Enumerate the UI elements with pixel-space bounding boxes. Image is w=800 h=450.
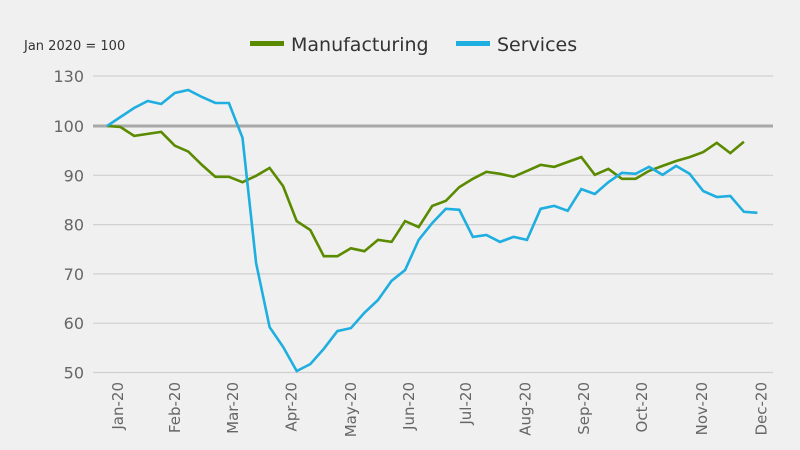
legend: Manufacturing Services bbox=[250, 34, 577, 56]
x-tick-label: Jun-20 bbox=[400, 382, 418, 431]
x-tick-label: Oct-20 bbox=[633, 382, 651, 432]
x-tick-label: Jan-20 bbox=[109, 382, 127, 431]
y-tick-label: 100 bbox=[53, 117, 84, 136]
legend-label-manufacturing: Manufacturing bbox=[291, 34, 429, 56]
x-tick-label: Dec-20 bbox=[752, 382, 770, 436]
gridlines bbox=[93, 75, 773, 374]
index-note: Jan 2020 = 100 bbox=[23, 39, 125, 54]
series-line-services bbox=[106, 88, 758, 373]
x-tick-label: Mar-20 bbox=[224, 382, 242, 434]
y-tick-label: 80 bbox=[64, 216, 84, 235]
y-axis-ticks: 50 60 70 80 90 100 130 bbox=[53, 67, 84, 383]
x-tick-label: May-20 bbox=[342, 382, 360, 437]
series-lines bbox=[106, 88, 758, 373]
y-tick-label: 60 bbox=[64, 314, 84, 333]
legend-swatch-services bbox=[456, 41, 490, 46]
legend-swatch-manufacturing bbox=[250, 41, 284, 46]
y-tick-label: 70 bbox=[64, 265, 84, 284]
legend-label-services: Services bbox=[497, 34, 577, 56]
x-tick-label: Aug-20 bbox=[517, 382, 535, 436]
x-axis-ticks: Jan-20 Feb-20 Mar-20 Apr-20 May-20 Jun-20 Jul-… bbox=[109, 382, 771, 437]
series-line-manufacturing bbox=[106, 124, 745, 258]
x-tick-label: Nov-20 bbox=[693, 382, 711, 435]
x-tick-label: Feb-20 bbox=[166, 382, 184, 433]
x-tick-label: Sep-20 bbox=[575, 382, 593, 435]
y-tick-label: 130 bbox=[53, 67, 84, 86]
y-tick-label: 50 bbox=[64, 364, 84, 383]
x-tick-label: Jul-20 bbox=[457, 382, 475, 426]
x-tick-label: Apr-20 bbox=[282, 382, 300, 432]
y-tick-label: 90 bbox=[64, 166, 84, 185]
